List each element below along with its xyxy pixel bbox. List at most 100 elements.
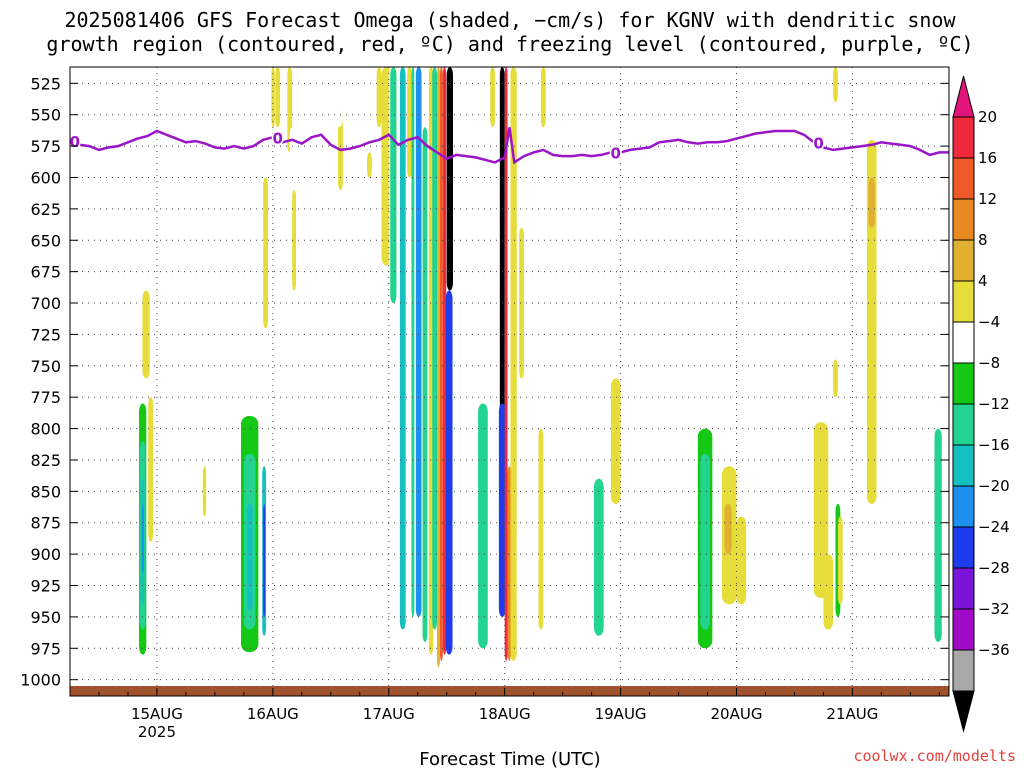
omega-cell-49 [437,67,440,668]
x-tick-label-15AUG: 15AUG [131,705,183,723]
colorbar-swatch-6 [952,362,975,405]
colorbar-swatch-7 [952,403,975,446]
omega-cell-29 [333,67,343,128]
freezing-level-label-3: 0 [813,134,823,152]
x-tick-label-16AUG: 16AUG [247,705,299,723]
omega-cell-26 [306,67,312,165]
colorbar-label-2: 12 [978,190,997,208]
omega-cell-69 [519,227,524,379]
y-tick-label-975: 975 [30,639,61,658]
colorbar-label-0: 20 [978,108,997,126]
colorbar-label-13: −36 [978,641,1010,659]
y-tick-label-925: 925 [30,577,61,596]
omega-cell-83 [724,503,732,555]
colorbar-swatch-4 [952,280,975,323]
omega-cell-85 [750,67,759,115]
x-tick-label-18AUG: 18AUG [479,705,531,723]
omega-cell-87 [823,554,834,630]
y-tick-label-775: 775 [30,388,61,407]
colorbar-bottom-triangle [952,690,975,733]
colorbar-swatch-0 [952,116,975,159]
omega-cell-67 [510,67,517,661]
y-tick-label-525: 525 [30,74,61,93]
omega-cell-68 [516,529,522,605]
omega-cell-15 [263,177,269,329]
omega-cell-11 [246,503,253,611]
omega-cell-14 [263,503,266,617]
x-axis-label: Forecast Time (UTC) [419,749,600,768]
omega-cell-30 [347,89,353,140]
colorbar: 20 16 12 8 4 −4 −8 −12 −16 −20 −24 −28 −32 −36 [952,75,1010,733]
omega-cell-57 [466,177,471,241]
colorbar-swatch-10 [952,526,975,569]
freezing-level-label-2: 0 [611,144,621,162]
omega-cell-19 [282,67,288,140]
omega-cell-43 [411,67,415,617]
omega-cell-5 [142,290,150,379]
colorbar-swatch-2 [952,198,975,241]
colorbar-label-12: −32 [978,600,1010,618]
freezing-level-label-1: 0 [272,129,282,147]
omega-cell-24 [292,190,297,291]
omega-cell-55 [456,529,462,649]
x-tick-label-19AUG: 19AUG [595,705,647,723]
terrain-band [70,686,949,696]
colorbar-label-7: −12 [978,395,1010,413]
y-tick-label-625: 625 [30,200,61,219]
x-tick-label-20AUG: 20AUG [711,705,763,723]
omega-cell-75 [594,478,604,636]
y-tick-label-825: 825 [30,451,61,470]
omega-cell-16 [270,67,277,630]
omega-cell-90 [837,516,843,605]
colorbar-swatch-3 [952,239,975,282]
y-tick-label-950: 950 [30,608,61,627]
omega-cell-34 [376,67,382,128]
grid-lines [70,67,949,696]
freezing-level-contour: 0 0 0 0 [68,127,949,165]
chart-title-line-1: 2025081406 GFS Forecast Omega (shaded, −… [64,8,956,32]
omega-cell-47 [428,67,434,655]
omega-cell-35 [374,365,382,661]
colorbar-swatch-1 [952,157,975,200]
x-tick-label-17AUG: 17AUG [363,705,415,723]
omega-cell-96 [934,428,942,643]
freezing-level-line [69,127,949,165]
omega-cell-40 [399,67,406,630]
omega-cell-23 [287,277,293,316]
colorbar-label-4: 4 [978,272,988,290]
omega-cell-76 [610,579,616,630]
omega-cell-59 [478,403,488,649]
omega-cell-86 [813,422,829,599]
omega-cell-31 [350,541,355,605]
omega-cell-27 [321,152,329,228]
omega-cell-64 [498,403,506,617]
y-tick-label-850: 850 [30,482,61,501]
y-tick-label-675: 675 [30,263,61,282]
colorbar-swatch-12 [952,608,975,651]
y-tick-label-1000: 1000 [20,671,61,690]
omega-cell-81 [714,428,723,649]
chart-title-line-2: growth region (contoured, red, ºC) and f… [46,32,973,56]
omega-cell-62 [495,252,500,354]
omega-cell-38 [390,67,397,304]
colorbar-swatch-11 [952,567,975,610]
y-tick-label-800: 800 [30,420,61,439]
omega-cell-65 [504,67,508,661]
omega-cell-33 [369,202,375,278]
y-tick-label-700: 700 [30,294,61,313]
omega-cell-66 [507,466,511,661]
plot-area: 0 0 0 0 [68,66,950,697]
omega-cell-80 [700,453,710,630]
colorbar-swatch-9 [952,485,975,528]
omega-cell-54 [452,67,457,128]
colorbar-label-1: 16 [978,149,997,167]
omega-cell-71 [528,227,534,442]
omega-cell-44 [415,67,422,617]
omega-cell-7 [202,466,207,517]
y-tick-label-875: 875 [30,514,61,533]
plot-frame [69,66,950,697]
omega-cell-60 [490,67,496,128]
omega-cell-84 [736,516,747,605]
omega-cell-41 [407,67,412,178]
